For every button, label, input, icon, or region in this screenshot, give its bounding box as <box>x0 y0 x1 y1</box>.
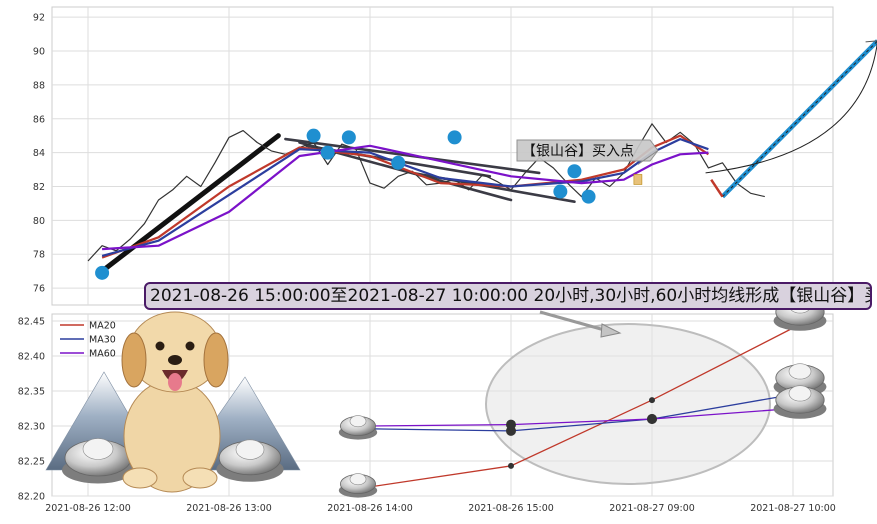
top-y-tick-label: 78 <box>33 250 45 261</box>
ingot-mid-right-top <box>789 386 811 401</box>
top-y-tick-label: 84 <box>33 148 45 159</box>
dog-paw-right <box>183 468 217 488</box>
bottom-y-tick-label: 82.45 <box>18 317 45 328</box>
x-tick-label: 2021-08-27 10:00 <box>750 503 836 514</box>
bottom-y-tick-label: 82.40 <box>18 352 45 363</box>
bottom-point <box>508 463 514 469</box>
bottom-y-tick-label: 82.25 <box>18 457 45 468</box>
ingot-small-top <box>350 416 366 427</box>
ingot-small-top <box>350 474 366 485</box>
highlight-ellipse <box>486 324 770 484</box>
top-plot-area <box>52 7 833 305</box>
top-y-tick-label: 82 <box>33 182 45 193</box>
signal-banner: 2021-08-26 15:00:00至2021-08-27 10:00:00 … <box>144 282 872 310</box>
dog-ear-right <box>204 333 228 387</box>
ingot-right-top <box>236 440 264 460</box>
bottom-point <box>649 397 655 403</box>
top-y-tick-label: 76 <box>33 284 45 295</box>
ingot-mid-right-top <box>789 364 811 379</box>
x-tick-label: 2021-08-27 09:00 <box>609 503 695 514</box>
x-tick-label: 2021-08-26 13:00 <box>186 503 272 514</box>
bottom-point <box>647 414 657 424</box>
signal-marker <box>567 164 581 178</box>
signal-marker <box>307 129 321 143</box>
top-y-tick-label: 86 <box>33 114 45 125</box>
bottom-y-tick-label: 82.30 <box>18 422 45 433</box>
bottom-y-tick-label: 82.20 <box>18 492 45 503</box>
dog-eye-left <box>156 342 165 351</box>
legend-label: MA30 <box>89 335 116 346</box>
x-tick-label: 2021-08-26 15:00 <box>468 503 554 514</box>
dog-paw-left <box>123 468 157 488</box>
legend-label: MA20 <box>89 321 116 332</box>
dog-tongue <box>168 373 182 391</box>
signal-marker <box>553 185 567 199</box>
legend-label: MA60 <box>89 349 116 360</box>
top-y-tick-label: 80 <box>33 216 45 227</box>
dog-eye-right <box>186 342 195 351</box>
dog-nose <box>168 355 182 365</box>
x-tick-label: 2021-08-26 14:00 <box>327 503 413 514</box>
signal-marker <box>582 190 596 204</box>
ingot-left-top <box>83 439 113 460</box>
top-price-panel: 76 78 80 82 84 86 88 90 92 【银山谷】买入点 <box>33 7 877 305</box>
annotation-tag <box>634 174 642 184</box>
signal-marker <box>95 266 109 280</box>
signal-marker <box>391 156 405 170</box>
top-y-tick-label: 92 <box>33 13 45 24</box>
bottom-point <box>506 420 516 430</box>
bottom-y-tick-label: 82.35 <box>18 387 45 398</box>
signal-marker <box>342 130 356 144</box>
dog-ear-left <box>122 333 146 387</box>
top-y-tick-label: 90 <box>33 47 45 58</box>
top-y-tick-label: 88 <box>33 80 45 91</box>
signal-marker <box>448 130 462 144</box>
signal-marker <box>321 146 335 160</box>
annotation-label: 【银山谷】买入点 <box>522 144 634 160</box>
x-tick-label: 2021-08-26 12:00 <box>45 503 131 514</box>
